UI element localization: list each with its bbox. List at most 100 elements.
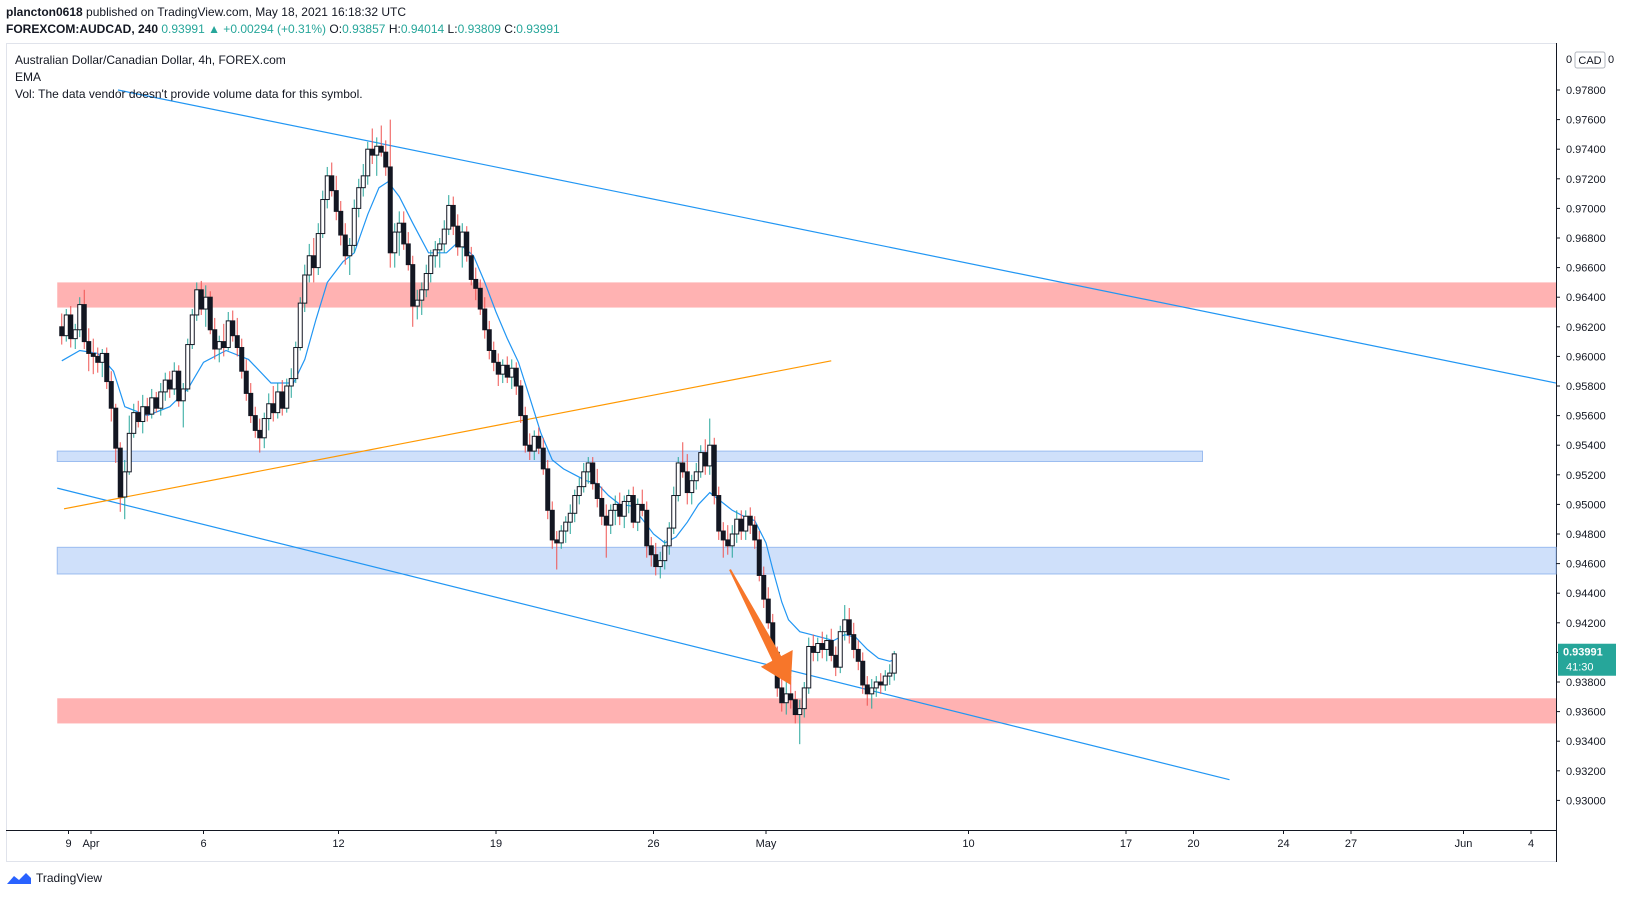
publisher-name[interactable]: plancton0618 (6, 5, 83, 19)
candle (315, 223, 321, 275)
currency-badge[interactable]: 0 CAD 0 (1566, 51, 1614, 69)
candle (747, 507, 753, 534)
candle-body (248, 392, 254, 417)
candle-body (891, 653, 897, 674)
candle-body (149, 397, 155, 415)
candle-body (356, 187, 362, 209)
candle-body (284, 385, 290, 409)
candle-body (473, 278, 479, 289)
tradingview-logo-icon (7, 873, 31, 884)
candle-body (315, 233, 321, 269)
candle-body (765, 598, 771, 624)
last-price-marker: 0.93991 41:30 (1558, 643, 1616, 676)
ema-legend[interactable]: EMA (15, 70, 42, 84)
price-tick-label: 0.93800 (1566, 677, 1606, 689)
candle (518, 380, 524, 423)
candle-body (104, 352, 110, 383)
last-price-box (1558, 643, 1616, 676)
candle-body (486, 329, 492, 351)
candle (509, 359, 515, 389)
candle (140, 394, 146, 434)
candle (180, 383, 186, 428)
time-tick-label: 6 (200, 838, 206, 850)
candle (293, 341, 299, 384)
candle (644, 501, 650, 558)
candle-body (311, 255, 317, 269)
candle (275, 383, 281, 419)
candle-body (590, 462, 596, 485)
symbol-label[interactable]: FOREXCOM:AUDCAD, 240 (6, 22, 159, 36)
candle-body (729, 533, 735, 547)
candle-body (108, 381, 114, 409)
time-tick-label: 17 (1120, 838, 1132, 850)
candle (743, 510, 749, 540)
candle-body (455, 225, 461, 248)
candle (720, 522, 726, 558)
candle-body (252, 415, 258, 431)
candle (230, 310, 236, 342)
footer-brand[interactable]: TradingView (6, 870, 102, 886)
candle-body (648, 545, 654, 556)
candle-body (734, 518, 740, 535)
candle-body (783, 693, 789, 704)
candle-body (401, 222, 407, 245)
price-tick-label: 0.95400 (1566, 440, 1606, 452)
candle (450, 196, 456, 236)
candle (810, 634, 816, 662)
candle-body (833, 654, 839, 668)
candle-body (599, 497, 605, 517)
candle-body (243, 370, 249, 394)
candle-body (441, 228, 447, 245)
close-label: C: (504, 22, 517, 36)
candle-body (567, 512, 573, 523)
publish-info: plancton0618 published on TradingView.co… (6, 5, 406, 19)
price-tick-label: 0.97800 (1566, 85, 1606, 97)
upper-trend-line (117, 89, 1557, 384)
candle (378, 125, 384, 157)
candle (815, 637, 821, 662)
support-zone-1 (56, 450, 1203, 462)
candle (117, 442, 123, 512)
candle-body (792, 699, 798, 716)
candle (500, 359, 506, 384)
candle (347, 238, 353, 275)
price-tick-label: 0.94600 (1566, 559, 1606, 571)
candle-body (887, 672, 893, 677)
candle (675, 457, 681, 502)
price-tick-label: 0.97400 (1566, 144, 1606, 156)
candle-body (500, 364, 506, 375)
candle-body (756, 539, 762, 576)
candle (482, 297, 488, 339)
candle (693, 462, 699, 490)
candle (837, 625, 843, 674)
candle (261, 412, 267, 449)
close-value: 0.93991 (516, 22, 560, 36)
candle (891, 650, 897, 681)
candle-body (603, 515, 609, 526)
candle (383, 140, 389, 176)
volume-legend[interactable]: Vol: The data vendor doesn't provide vol… (15, 87, 363, 101)
chart-legend-title[interactable]: Australian Dollar/Canadian Dollar, 4h, F… (15, 53, 286, 67)
candle (419, 282, 425, 315)
candle-body (878, 681, 884, 686)
open-value: 0.93857 (342, 22, 386, 36)
candle-body (81, 304, 87, 343)
candle (545, 460, 551, 520)
candle-body (752, 524, 758, 541)
candle-body (446, 204, 452, 230)
candle-body (864, 684, 870, 695)
candle (320, 190, 326, 238)
candle-body (365, 148, 371, 177)
candle (122, 460, 128, 520)
candle-body (639, 503, 645, 511)
candle (581, 462, 587, 493)
candle (324, 166, 330, 209)
candle (698, 445, 704, 478)
price-change: ▲ +0.00294 (+0.31%) (208, 22, 327, 36)
candle-body (135, 412, 141, 423)
candle (126, 415, 132, 475)
candle (432, 240, 438, 268)
candle-body (153, 397, 159, 409)
candle (576, 477, 582, 505)
